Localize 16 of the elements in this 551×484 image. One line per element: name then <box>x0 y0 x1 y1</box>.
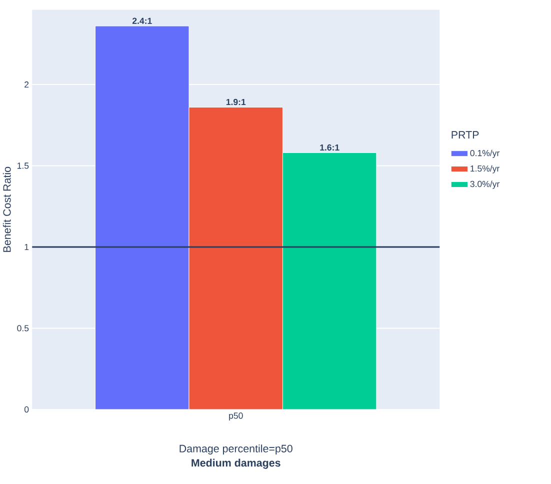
y-tick-label: 1 <box>24 244 29 250</box>
y-axis-title: Benefit Cost Ratio <box>2 167 11 252</box>
legend-label: 1.5%/yr <box>470 165 500 174</box>
legend-label: 3.0%/yr <box>470 180 500 189</box>
data-label: 2.4:1 <box>132 18 152 24</box>
y-tick-label: 0 <box>24 406 29 413</box>
y-tick-label: 1.5 <box>17 162 29 169</box>
x-axis-title: Damage percentile=p50 <box>180 444 292 455</box>
y-tick-label: 2 <box>24 82 29 88</box>
y-tick-label: 0.5 <box>17 325 29 332</box>
data-label: 1.9:1 <box>226 99 246 106</box>
x-tick-label: p50 <box>229 412 243 421</box>
text: Medium damages <box>192 458 280 469</box>
data-label: 1.6:1 <box>320 144 340 151</box>
legend-label: 0.1%/yr <box>470 150 500 158</box>
legend-title: PRTP <box>452 131 479 139</box>
